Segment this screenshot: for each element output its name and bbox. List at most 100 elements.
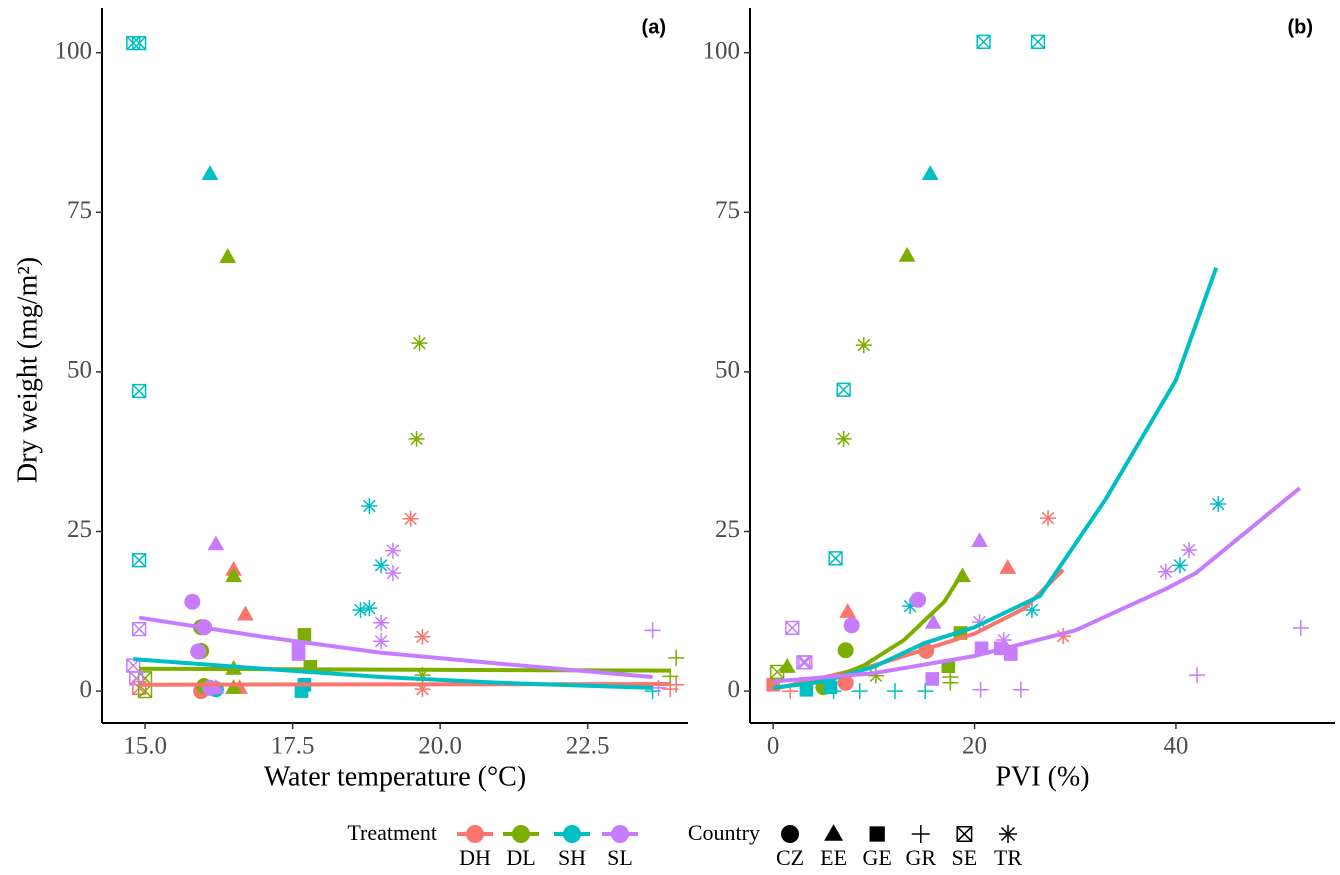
circle-shape <box>201 679 218 696</box>
point <box>785 620 800 636</box>
triangle-shape <box>839 603 857 618</box>
square-shape <box>291 640 306 655</box>
asterisk-shape <box>999 825 1017 843</box>
panel-label: (b) <box>1287 16 1313 38</box>
point <box>237 605 254 621</box>
point <box>411 335 428 352</box>
point <box>910 591 927 608</box>
boxcross-shape <box>132 383 147 399</box>
point <box>1003 647 1018 661</box>
point <box>373 557 390 574</box>
legend-label: GE <box>863 845 892 870</box>
boxcross-shape <box>836 382 851 397</box>
boxcross-shape <box>785 620 800 636</box>
x-tick-label: 17.5 <box>271 733 315 760</box>
point <box>778 658 796 673</box>
plus-shape <box>972 681 989 698</box>
point <box>408 430 425 447</box>
point <box>361 497 378 514</box>
asterisk-shape <box>352 602 369 619</box>
asterisk-shape <box>1040 510 1057 527</box>
plus-shape <box>851 683 868 700</box>
point <box>942 669 959 686</box>
point <box>668 676 685 693</box>
square-shape <box>297 628 312 642</box>
point <box>1157 563 1174 580</box>
point <box>644 622 661 639</box>
point <box>869 826 885 842</box>
y-tick-label: 75 <box>715 197 740 224</box>
legend-key-dot <box>611 825 629 843</box>
panel-label: (a) <box>642 16 666 38</box>
point <box>799 683 814 697</box>
asterisk-shape <box>384 542 401 559</box>
point <box>836 382 851 397</box>
asterisk-shape <box>411 335 428 352</box>
point <box>886 683 903 700</box>
point <box>1012 681 1029 698</box>
fit-line <box>772 568 1065 692</box>
y-tick-label: 25 <box>715 516 740 543</box>
point <box>921 165 939 180</box>
point <box>201 679 218 696</box>
asterisk-shape <box>414 667 431 684</box>
point <box>999 825 1017 843</box>
boxcross-shape <box>798 655 813 670</box>
point <box>1210 496 1227 513</box>
asterisk-shape <box>402 510 419 527</box>
triangle-shape <box>999 559 1017 574</box>
asterisk-shape <box>373 614 390 631</box>
asterisk-shape <box>408 430 425 447</box>
point <box>798 655 813 670</box>
circle-shape <box>184 593 201 610</box>
square-shape <box>925 672 940 686</box>
point <box>414 681 431 698</box>
boxcross-shape <box>132 35 147 51</box>
circle-shape <box>837 642 854 659</box>
point <box>867 667 884 684</box>
point <box>1040 510 1057 527</box>
circle-shape <box>910 591 927 608</box>
legend-label: SL <box>607 845 633 870</box>
point <box>1030 34 1046 49</box>
point <box>1023 602 1040 619</box>
point <box>770 664 785 680</box>
triangle-shape <box>219 248 237 263</box>
circle-shape <box>781 825 799 843</box>
plus-shape <box>1012 681 1029 698</box>
plus-shape <box>825 683 842 700</box>
point <box>837 642 854 659</box>
point <box>373 633 390 650</box>
point <box>132 383 147 399</box>
asterisk-shape <box>1023 602 1040 619</box>
asterisk-shape <box>414 681 431 698</box>
point <box>995 632 1012 649</box>
y-tick-label: 100 <box>703 37 741 64</box>
plus-shape <box>1189 667 1206 684</box>
x-tick-label: 20.0 <box>418 733 462 760</box>
point <box>843 617 860 634</box>
legend-key-dot <box>563 825 581 843</box>
x-tick-label: 0 <box>767 733 780 760</box>
point <box>184 593 201 610</box>
point <box>924 613 942 629</box>
y-tick-label: 100 <box>55 37 93 64</box>
point <box>1171 557 1188 574</box>
point <box>835 430 852 447</box>
asterisk-shape <box>995 632 1012 649</box>
triangle-shape <box>237 605 254 621</box>
asterisk-shape <box>1181 541 1197 558</box>
y-tick-label: 50 <box>715 357 740 384</box>
x-tick-label: 40 <box>1163 733 1188 760</box>
asterisk-shape <box>1157 563 1174 580</box>
point <box>225 567 242 583</box>
point <box>1055 628 1072 645</box>
triangle-shape <box>924 613 942 629</box>
x-tick-label: 15.0 <box>123 733 167 760</box>
point <box>839 603 857 618</box>
point <box>855 337 872 354</box>
asterisk-shape <box>835 430 852 447</box>
y-tick-label: 0 <box>80 676 93 703</box>
point <box>402 510 419 527</box>
